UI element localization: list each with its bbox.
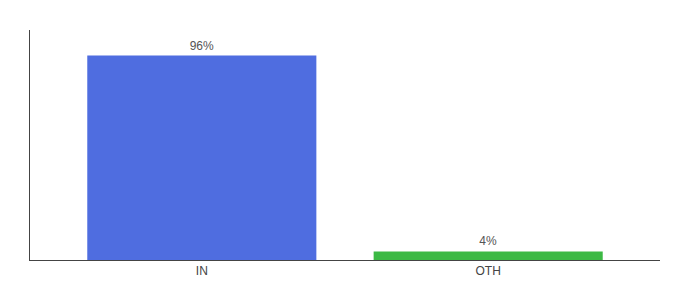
svg-text:96%: 96% [190,39,214,53]
svg-text:4%: 4% [479,234,497,248]
svg-text:IN: IN [196,264,208,278]
svg-text:OTH: OTH [476,264,501,278]
